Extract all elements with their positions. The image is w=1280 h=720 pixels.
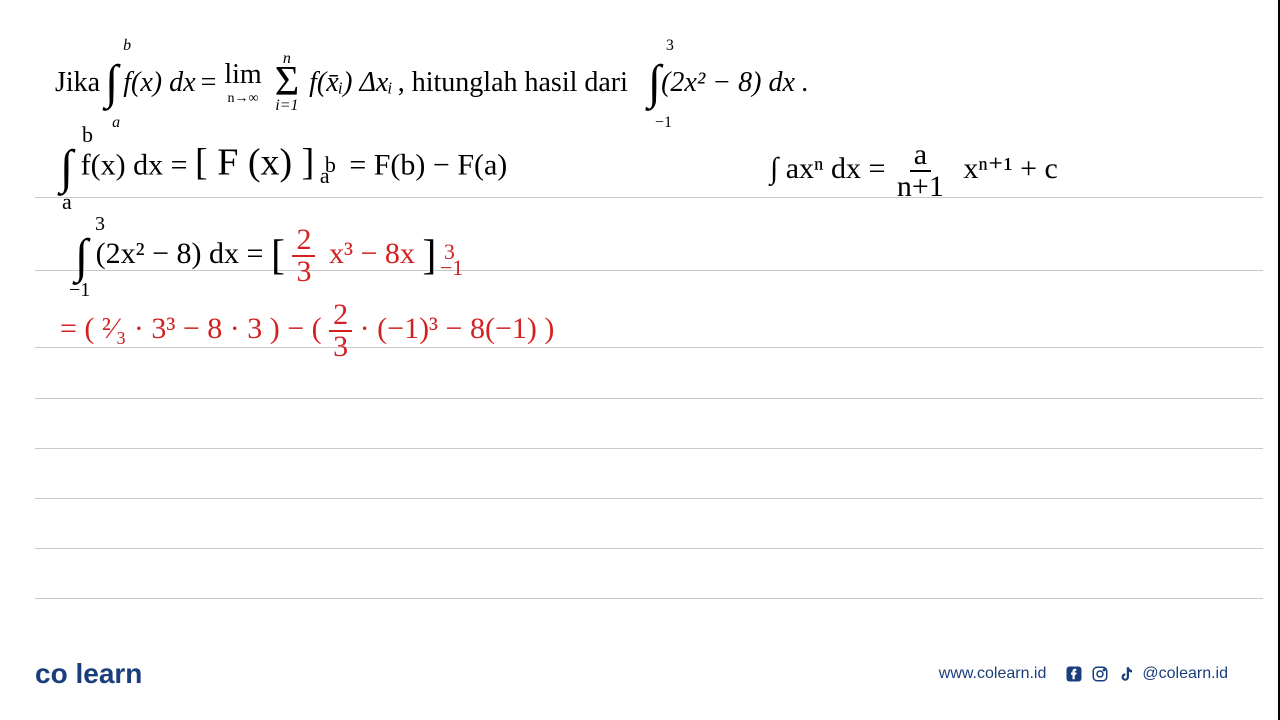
work-line-3: = ( ²⁄₃ · 3³ − 8 · 3 ) − ( 2 3 · (−1)³ −…	[60, 300, 554, 362]
social-handle: @colearn.id	[1142, 665, 1228, 683]
footer-right: www.colearn.id @colearn.id	[939, 664, 1228, 684]
page: Jika b ∫ a f(x) dx = lim n→∞ n Σ i=1 f(x…	[0, 0, 1280, 720]
hw-integrand: f(x) dx =	[81, 148, 188, 181]
ruled-line	[35, 498, 1263, 499]
bound-upper: b	[123, 37, 131, 55]
integrand-2: (2x² − 8) dx .	[661, 67, 809, 99]
hw-bound-upper: b	[82, 122, 93, 148]
ruled-line	[35, 548, 1263, 549]
logo: co learn	[35, 658, 142, 690]
prefix-text: Jika	[55, 67, 100, 99]
integrand-1: f(x) dx	[123, 67, 195, 99]
sum-bot: i=1	[275, 97, 298, 115]
rule-den: n+1	[893, 172, 948, 202]
l3-den: 3	[329, 332, 352, 362]
l2-bracket-close: ]	[422, 233, 436, 279]
ruled-line	[35, 598, 1263, 599]
l2-bracket-open: [	[271, 233, 285, 279]
l2-bound-upper: 3	[95, 213, 105, 236]
hw-bracket-lower: a	[320, 163, 330, 189]
l2-fraction: 2 3	[292, 225, 315, 287]
tiktok-icon	[1116, 664, 1136, 684]
ruled-line	[35, 398, 1263, 399]
l2-mid: x³ − 8x	[329, 237, 415, 270]
hw-bracket: [ F (x) ]	[195, 141, 314, 183]
rule-right: xⁿ⁺¹ + c	[963, 152, 1058, 185]
logo-learn: learn	[75, 658, 142, 689]
rule-num: a	[910, 140, 931, 172]
power-rule: ∫ axⁿ dx = a n+1 xⁿ⁺¹ + c	[770, 140, 1058, 202]
hw-result: = F(b) − F(a)	[349, 148, 507, 181]
l3-start: = ( ²⁄₃ · 3³ − 8 · 3 ) − (	[60, 312, 329, 345]
work-line-2: 3 ∫ −1 (2x² − 8) dx = [ 2 3 x³ − 8x ] 3 …	[75, 225, 464, 287]
l2-num: 2	[292, 225, 315, 257]
facebook-icon	[1064, 664, 1084, 684]
hw-bound-lower: a	[62, 189, 72, 215]
l3-num: 2	[329, 300, 352, 332]
lim-sub: n→∞	[228, 91, 259, 107]
sum-block: n Σ i=1	[275, 50, 299, 115]
logo-co: co	[35, 658, 68, 689]
work-line-1: b ∫ a f(x) dx = [ F (x) ] b a = F(b) − F…	[60, 140, 507, 195]
l2-b-lower: −1	[440, 255, 463, 281]
ruled-line	[35, 197, 1263, 198]
integral-2: 3 ∫ −1	[648, 55, 661, 110]
ruled-line	[35, 448, 1263, 449]
footer: co learn www.colearn.id @colearn.id	[0, 658, 1263, 690]
l2-integrand: (2x² − 8) dx =	[96, 237, 264, 270]
bound-upper-2: 3	[666, 37, 674, 55]
l3-end: · (−1)³ − 8(−1) )	[360, 312, 555, 345]
integral-1: b ∫ a	[105, 55, 118, 110]
problem-statement: Jika b ∫ a f(x) dx = lim n→∞ n Σ i=1 f(x…	[55, 50, 809, 115]
sum-body: f(x̄ᵢ) Δxᵢ	[309, 67, 393, 99]
rule-left: ∫ axⁿ dx =	[770, 152, 885, 185]
equals: =	[201, 67, 217, 99]
l2-den: 3	[292, 257, 315, 287]
l3-fraction: 2 3	[329, 300, 352, 362]
middle-text: , hitunglah hasil dari	[398, 67, 628, 99]
lim-text: lim	[224, 59, 261, 91]
limit-block: lim n→∞	[224, 59, 261, 107]
website-url: www.colearn.id	[939, 665, 1047, 683]
social-icons: @colearn.id	[1064, 664, 1228, 684]
bound-lower-2: −1	[655, 114, 672, 132]
bound-lower: a	[112, 114, 120, 132]
l2-bound-lower: −1	[69, 279, 90, 302]
instagram-icon	[1090, 664, 1110, 684]
rule-fraction: a n+1	[893, 140, 948, 202]
